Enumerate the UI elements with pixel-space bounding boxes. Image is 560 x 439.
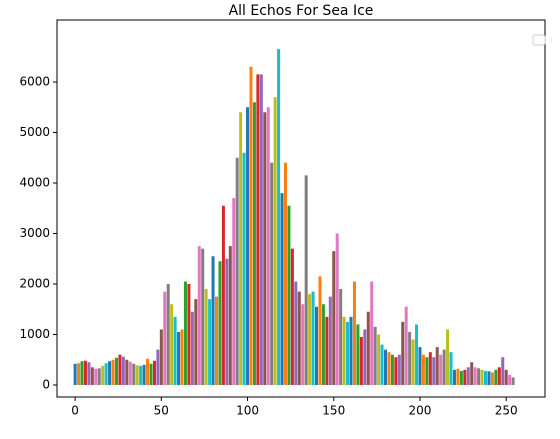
x-tick-label: 250 xyxy=(495,404,518,418)
y-tick-label: 3000 xyxy=(19,226,50,240)
y-tick-label: 1000 xyxy=(19,327,50,341)
x-tick-label: 50 xyxy=(154,404,169,418)
plot-area xyxy=(73,49,515,385)
y-tick-label: 5000 xyxy=(19,125,50,139)
x-tick-label: 150 xyxy=(322,404,345,418)
y-tick-label: 2000 xyxy=(19,276,50,290)
x-tick-label: 100 xyxy=(236,404,259,418)
chart-title: All Echos For Sea Ice xyxy=(229,3,374,19)
x-tick-label: 0 xyxy=(71,404,79,418)
y-tick-label: 6000 xyxy=(19,75,50,89)
axes-frame xyxy=(56,19,546,398)
y-tick-label: 0 xyxy=(42,377,50,391)
x-tick-label: 200 xyxy=(409,404,432,418)
legend xyxy=(532,34,546,46)
y-tick-label: 4000 xyxy=(19,175,50,189)
